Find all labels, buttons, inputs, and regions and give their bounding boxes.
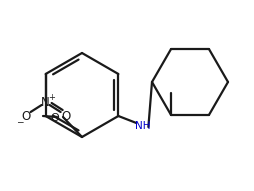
Text: O: O [21, 109, 30, 122]
Text: O: O [61, 109, 70, 122]
Text: O: O [51, 113, 59, 123]
Text: +: + [48, 92, 55, 101]
Text: −: − [16, 117, 23, 126]
Text: N: N [41, 96, 50, 108]
Text: NH: NH [135, 121, 150, 131]
